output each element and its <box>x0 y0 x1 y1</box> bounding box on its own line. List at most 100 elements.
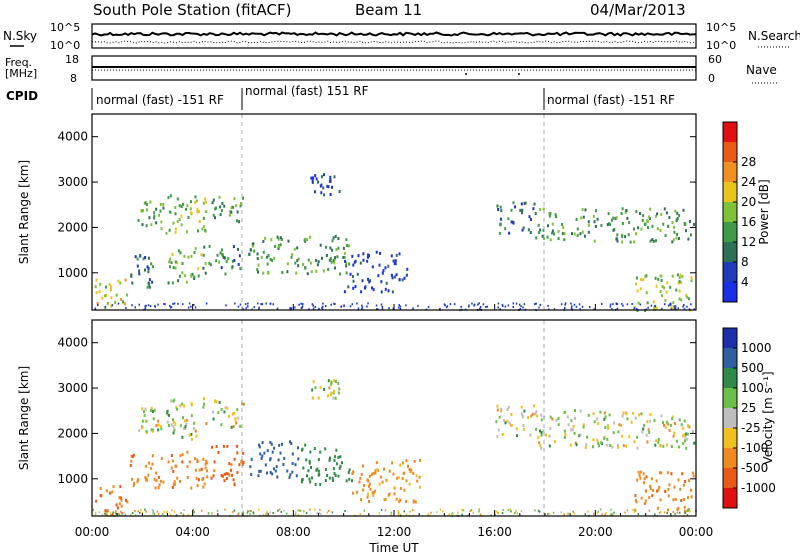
velocity-data-point <box>534 509 536 512</box>
power-data-point <box>655 239 657 243</box>
power-data-point <box>239 303 242 306</box>
velocity-data-point <box>172 425 175 429</box>
power-data-point <box>687 237 690 241</box>
power-data-point <box>446 305 449 308</box>
velocity-data-point <box>174 422 177 426</box>
velocity-data-point <box>238 463 241 467</box>
power-data-point <box>673 230 676 234</box>
velocity-data-point <box>356 490 358 494</box>
nave-tick-bottom: 0 <box>708 72 715 85</box>
power-data-point <box>665 290 668 294</box>
velocity-data-point <box>469 510 472 513</box>
power-data-point <box>144 305 146 308</box>
power-data-point <box>680 298 683 302</box>
velocity-data-point <box>605 443 608 447</box>
power-data-point <box>205 200 208 204</box>
velocity-data-point <box>563 435 566 439</box>
velocity-data-point <box>496 404 499 408</box>
power-data-point <box>261 303 264 306</box>
velocity-data-point <box>290 442 293 445</box>
velocity-data-point <box>305 512 308 515</box>
velocity-data-point <box>613 511 615 514</box>
power-data-point <box>502 305 504 307</box>
power-data-point <box>205 210 208 214</box>
power-data-point <box>237 247 239 251</box>
power-data-point <box>235 204 238 208</box>
velocity-data-point <box>535 410 538 414</box>
velocity-data-point <box>388 492 391 496</box>
velocity-data-point <box>291 470 294 474</box>
velocity-data-point <box>314 386 317 390</box>
velocity-data-point <box>395 497 398 501</box>
power-data-point <box>587 223 590 227</box>
power-data-point <box>384 287 387 291</box>
velocity-data-point <box>151 462 154 466</box>
power-data-point <box>635 307 638 310</box>
velocity-data-point <box>436 511 438 514</box>
power-data-point <box>616 307 619 310</box>
velocity-data-point <box>269 458 272 462</box>
power-data-point <box>499 205 502 209</box>
power-data-point <box>240 202 242 206</box>
velocity-data-point <box>461 509 463 511</box>
velocity-data-point <box>139 511 141 514</box>
velocity-data-point <box>586 435 589 439</box>
velocity-colorbar-tick-label: 25 <box>741 401 756 415</box>
velocity-data-point <box>657 440 660 444</box>
power-data-point <box>362 252 365 256</box>
velocity-data-point <box>329 456 331 460</box>
power-data-point <box>361 307 363 310</box>
velocity-data-point <box>597 510 599 513</box>
velocity-colorbar-tick-label: -1000 <box>741 481 776 495</box>
power-data-point <box>589 306 591 309</box>
velocity-data-point <box>278 508 281 511</box>
velocity-data-point <box>193 427 196 431</box>
date-label: 04/Mar/2013 <box>590 1 686 19</box>
velocity-data-point <box>153 512 155 515</box>
velocity-data-point <box>649 413 652 416</box>
power-data-point <box>231 259 234 263</box>
power-data-point <box>473 304 475 307</box>
velocity-data-point <box>539 429 541 433</box>
velocity-data-point <box>198 468 201 472</box>
power-data-point <box>147 256 150 260</box>
power-data-point <box>354 285 357 289</box>
velocity-data-point <box>107 508 109 511</box>
power-data-point <box>164 303 166 306</box>
velocity-data-point <box>183 509 185 511</box>
velocity-data-point <box>634 508 637 512</box>
velocity-data-point <box>115 503 118 507</box>
power-data-point <box>616 233 619 237</box>
velocity-data-point <box>380 508 383 511</box>
power-data-point <box>126 293 128 297</box>
power-colorbar-tick-label: 28 <box>741 155 756 169</box>
velocity-data-point <box>584 513 586 516</box>
power-data-point <box>185 207 187 211</box>
velocity-data-point <box>202 405 205 409</box>
velocity-data-point <box>574 441 577 445</box>
velocity-data-point <box>190 486 193 490</box>
power-data-point <box>174 205 177 209</box>
power-data-point <box>640 277 643 281</box>
velocity-data-point <box>205 459 208 463</box>
velocity-colorbar-tick-label: 100 <box>741 381 764 395</box>
velocity-data-point <box>319 483 322 486</box>
velocity-data-point <box>369 487 372 491</box>
power-data-point <box>581 230 584 234</box>
power-data-point <box>380 280 383 284</box>
power-data-point <box>627 233 630 237</box>
power-data-point <box>344 259 347 263</box>
velocity-data-point <box>401 461 404 465</box>
power-colorbar-tick-label: 4 <box>741 275 749 289</box>
power-data-point <box>260 303 262 306</box>
power-data-point <box>649 207 652 211</box>
velocity-data-point <box>490 514 492 517</box>
velocity-data-point <box>676 511 679 514</box>
velocity-data-point <box>638 473 641 477</box>
power-data-point <box>534 303 536 306</box>
velocity-data-point <box>680 499 683 502</box>
power-data-point <box>570 302 572 305</box>
power-data-point <box>651 238 654 242</box>
power-data-point <box>356 302 358 305</box>
power-data-point <box>343 290 346 294</box>
